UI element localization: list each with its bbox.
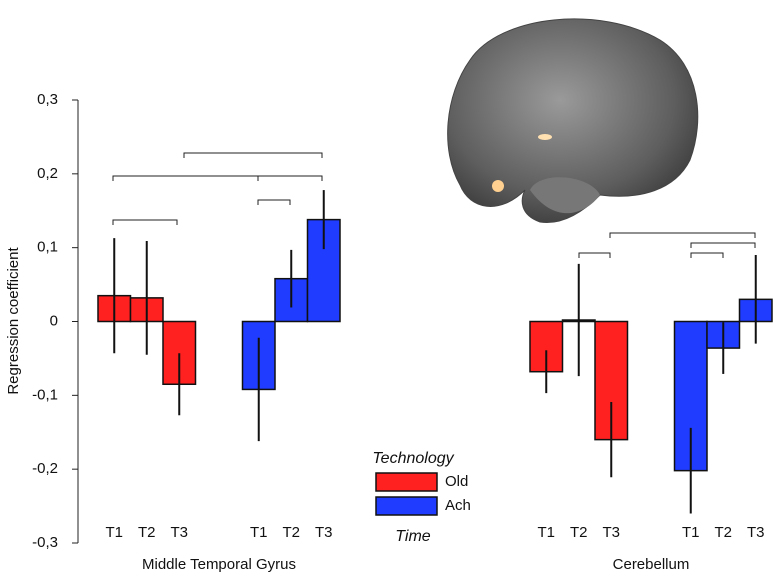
y-tick-label: -0,1: [32, 386, 58, 403]
x-tick-label: T2: [282, 524, 300, 541]
x-tick-label: T3: [747, 524, 765, 541]
group-label: Middle Temporal Gyrus: [142, 556, 296, 573]
legend-label: Old: [445, 473, 468, 490]
y-tick-label: -0,3: [32, 534, 58, 551]
y-tick-label: 0,3: [37, 91, 58, 108]
x-tick-label: T2: [714, 524, 732, 541]
x-tick-label: T1: [682, 524, 700, 541]
legend-footer: Time: [395, 528, 431, 545]
x-tick-label: T1: [105, 524, 123, 541]
x-tick-label: T2: [138, 524, 156, 541]
y-tick-label: 0,1: [37, 239, 58, 256]
x-tick-label: T3: [315, 524, 333, 541]
x-tick-label: T3: [170, 524, 188, 541]
legend-title: Technology: [372, 450, 454, 467]
y-axis-label: Regression coefficient: [5, 247, 22, 395]
significance-brackets: [112, 152, 756, 258]
group-label: Cerebellum: [613, 556, 690, 573]
y-tick-label: -0,2: [32, 460, 58, 477]
legend-label: Ach: [445, 497, 471, 514]
y-tick-label: 0,2: [37, 165, 58, 182]
legend-swatch: [375, 472, 438, 492]
x-tick-label: T1: [250, 524, 268, 541]
x-tick-label: T3: [602, 524, 620, 541]
legend-swatch: [375, 496, 438, 516]
brain-image: [447, 18, 699, 224]
y-tick-label: 0: [50, 312, 58, 329]
x-tick-label: T2: [570, 524, 588, 541]
x-tick-label: T1: [537, 524, 555, 541]
